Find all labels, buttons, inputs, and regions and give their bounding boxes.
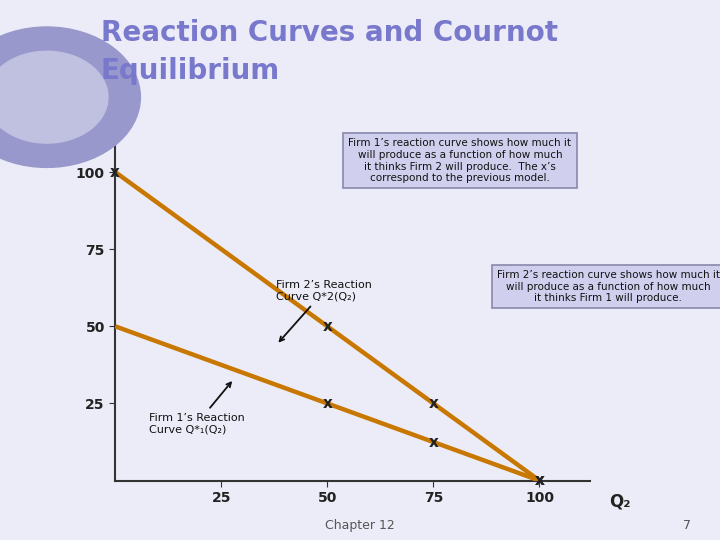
Text: Firm 2’s Reaction
Curve Q*2(Q₂): Firm 2’s Reaction Curve Q*2(Q₂) [276,280,372,341]
Text: x: x [534,473,544,488]
Text: Q₂: Q₂ [609,492,631,510]
Text: Q₁: Q₁ [42,103,64,121]
Text: Firm 1’s reaction curve shows how much it
will produce as a function of how much: Firm 1’s reaction curve shows how much i… [348,138,572,183]
Text: Reaction Curves and Cournot: Reaction Curves and Cournot [101,19,558,47]
Text: x: x [428,435,438,449]
Text: x: x [534,473,544,488]
Text: 7: 7 [683,519,691,532]
Text: x: x [323,396,333,411]
Text: Firm 2’s reaction curve shows how much it
will produce as a function of how much: Firm 2’s reaction curve shows how much i… [497,270,720,303]
Text: x: x [428,396,438,411]
Text: Equilibrium: Equilibrium [101,57,280,85]
Text: Chapter 12: Chapter 12 [325,519,395,532]
Text: x: x [110,165,120,179]
Text: x: x [323,319,333,334]
Text: Firm 1’s Reaction
Curve Q*₁(Q₂): Firm 1’s Reaction Curve Q*₁(Q₂) [149,382,245,434]
